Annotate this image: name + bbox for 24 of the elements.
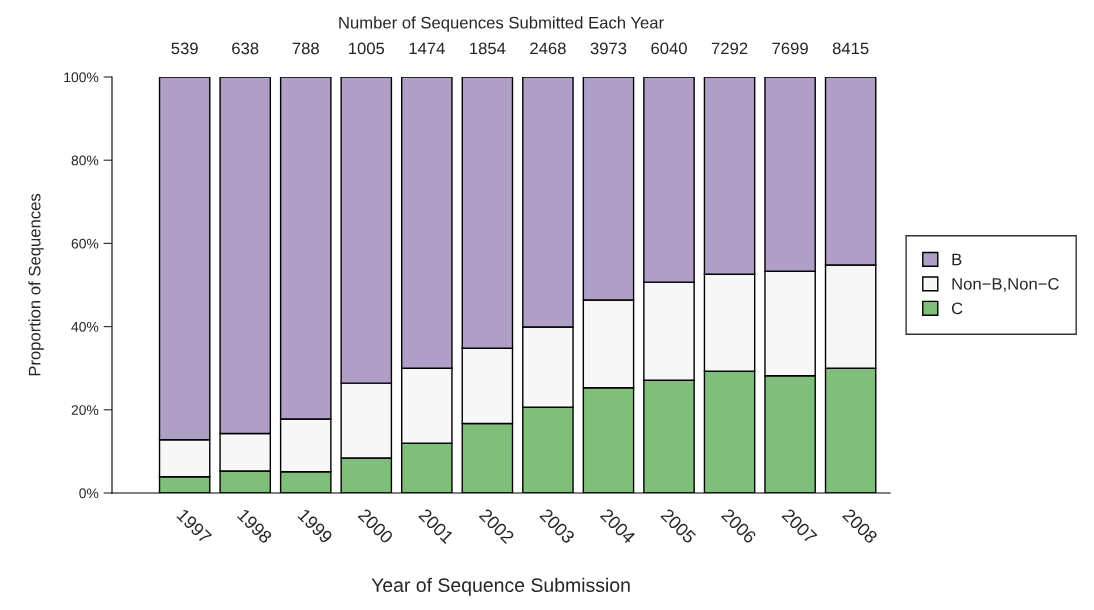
annotation: 1005: [349, 42, 385, 55]
y-tick-label: 60%: [71, 238, 99, 249]
legend-label: C: [951, 302, 963, 315]
annotation: 3973: [590, 42, 627, 55]
annotation: 8415: [832, 42, 869, 55]
legend-label: Non−B,Non−C: [952, 277, 1059, 292]
annotation: 7699: [772, 42, 808, 55]
annotation: 539: [171, 42, 198, 55]
chart-title: Number of Sequences Submitted Each Year: [339, 16, 664, 32]
y-tick-label: 80%: [71, 155, 99, 166]
y-tick-label: 100%: [64, 72, 99, 83]
legend-label: B: [952, 253, 962, 266]
annotation: 2468: [530, 42, 566, 55]
y-tick-label: 20%: [71, 405, 99, 415]
annotation: 638: [232, 42, 259, 55]
x-axis-title: Year of Sequence Submission: [371, 577, 630, 596]
annotation: 1854: [470, 42, 506, 55]
annotation: 6040: [651, 42, 687, 55]
annotation: 7292: [711, 42, 748, 55]
y-tick-label: 40%: [71, 321, 99, 332]
annotation: 788: [292, 42, 319, 55]
annotation: 1474: [409, 42, 445, 55]
y-tick-label: 0%: [79, 488, 99, 499]
y-axis-title: Proportion of Sequences: [28, 193, 44, 376]
